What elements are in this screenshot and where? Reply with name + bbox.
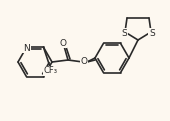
Text: S: S: [121, 29, 127, 38]
Text: CF₃: CF₃: [44, 66, 57, 75]
Text: S: S: [149, 29, 155, 38]
Text: N: N: [23, 44, 30, 53]
Text: O: O: [59, 38, 66, 48]
Text: O: O: [81, 57, 88, 67]
